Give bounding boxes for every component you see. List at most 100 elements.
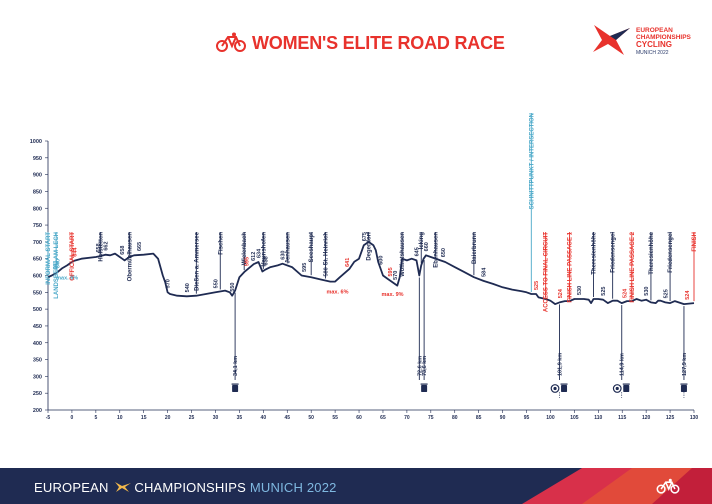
waste-bin-lid-icon [680,383,688,385]
footer: EUROPEAN CHAMPIONSHIPS MUNICH 2022 [0,468,712,504]
km-marker-label: 72,6 km [417,356,423,376]
logo-line-2: CHAMPIONSHIPS [636,34,691,41]
altitude-label: 525 [663,289,669,298]
altitude-label: 645 [414,247,420,256]
place-label: Icking [419,232,425,250]
y-tick-label: 350 [33,358,42,364]
x-tick-label: -5 [46,415,51,421]
x-tick-label: 10 [117,415,123,421]
footer-cyclist-icon [656,478,680,494]
x-tick-label: 95 [524,415,530,421]
altitude-label: 524 [685,290,691,300]
waste-bin-lid-icon [420,383,428,385]
y-tick-label: 400 [33,341,42,347]
x-tick-label: 15 [141,415,147,421]
x-tick-label: 125 [666,415,675,421]
altitude-label: 600 [379,256,385,265]
place-label: Theresienhöhe [649,231,655,274]
altitude-label: 530 [577,286,583,295]
km-marker-label: 127,9 km [682,353,688,376]
altitude-label: 634 [257,248,263,258]
gradient-label: max. 9% [382,292,404,298]
x-tick-label: 120 [642,415,651,421]
y-tick-label: 750 [33,223,42,229]
y-tick-label: 250 [33,391,42,397]
waste-bin-icon [680,385,687,392]
waste-bin-lid-icon [231,383,239,385]
x-tick-label: 115 [618,415,626,421]
altitude-label: 650 [441,248,447,257]
x-tick-label: 0 [71,415,74,421]
place-label: OFFICIAL START [70,232,76,281]
altitude-label: 658 [120,246,126,255]
x-tick-label: 50 [308,415,314,421]
place-label: Friedensengel [668,232,674,273]
header: WOMEN'S ELITE ROAD RACE EUROPEAN CHAMPIO… [0,0,712,80]
place-label: INFORMAL START [46,232,52,285]
x-tick-label: 70 [404,415,410,421]
place-label: Fischen [218,232,224,255]
place-label: FINISH [692,232,698,252]
medical-point-center-icon [615,386,619,391]
waste-bin-icon [561,385,568,392]
waste-bin-icon [421,385,428,392]
footer-city: MUNICH 2022 [249,480,337,495]
elevation-profile-line [47,241,695,305]
y-tick-label: 950 [33,156,42,162]
place-label: Dießen a. Ammersee [194,231,200,290]
altitude-label: 660 [424,242,430,251]
altitude-label: 595 [245,257,251,266]
km-marker-label: 73,6 km [422,356,428,376]
x-tick-label: 110 [594,415,602,421]
x-tick-label: 20 [165,415,171,421]
y-tick-label: 650 [33,257,42,263]
cyclist-icon [216,32,246,52]
place-label: Wolfratshausen [400,232,406,277]
gradient-label: max. 6% [326,289,348,295]
altitude-label: 550 [213,279,219,288]
x-tick-label: 100 [546,415,555,421]
altitude-label: 570 [166,279,172,288]
altitude-label: 525 [534,281,540,290]
altitude-label: 540 [185,283,191,292]
altitude-label: 584 [481,267,487,277]
x-tick-label: 5 [94,415,97,421]
altitude-label: 570 [393,271,399,280]
x-tick-label: 60 [356,415,362,421]
altitude-label: 550 [230,282,236,291]
place-label: Hofstetten [99,232,105,262]
km-marker-label: 34,1 km [233,356,239,376]
place-label: FINISH LINE PASSAGE 1 [568,231,574,302]
altitude-label: 658 [96,243,102,252]
y-tick-label: 500 [33,307,42,313]
y-tick-label: 450 [33,324,42,330]
altitude-label: 638 [264,256,270,265]
km-marker-label: 101,9 km [558,353,564,376]
altitude-label: 580 [324,267,330,276]
gradient-label: max. 6% [56,275,78,281]
footer-word-european: EUROPEAN [34,480,109,495]
footer-brand: EUROPEAN CHAMPIONSHIPS MUNICH 2022 [34,480,337,495]
altitude-label: 640 [56,259,62,268]
place-label: Jenhausen [285,232,291,264]
medical-point-center-icon [553,386,557,391]
x-tick-label: 45 [284,415,290,421]
x-tick-label: 30 [213,415,219,421]
place-label: Baierbrunn [472,232,478,264]
altitude-label: 595 [302,263,308,272]
waste-bin-icon [623,385,630,392]
altitude-label: 612 [251,252,257,261]
place-label: Seeshaupt [309,232,315,262]
footer-star-icon [115,482,132,492]
y-tick-label: 900 [33,173,42,179]
y-tick-label: 550 [33,290,42,296]
y-tick-label: 850 [33,189,42,195]
y-tick-label: 300 [33,374,42,380]
place-label: St. Heinrich [324,232,330,266]
logo-line-3: CYCLING [636,40,672,49]
x-tick-label: 90 [500,415,506,421]
y-tick-label: 1000 [30,139,42,145]
waste-bin-lid-icon [622,383,630,385]
altitude-label: 595 [388,267,394,276]
x-tick-label: 80 [452,415,458,421]
